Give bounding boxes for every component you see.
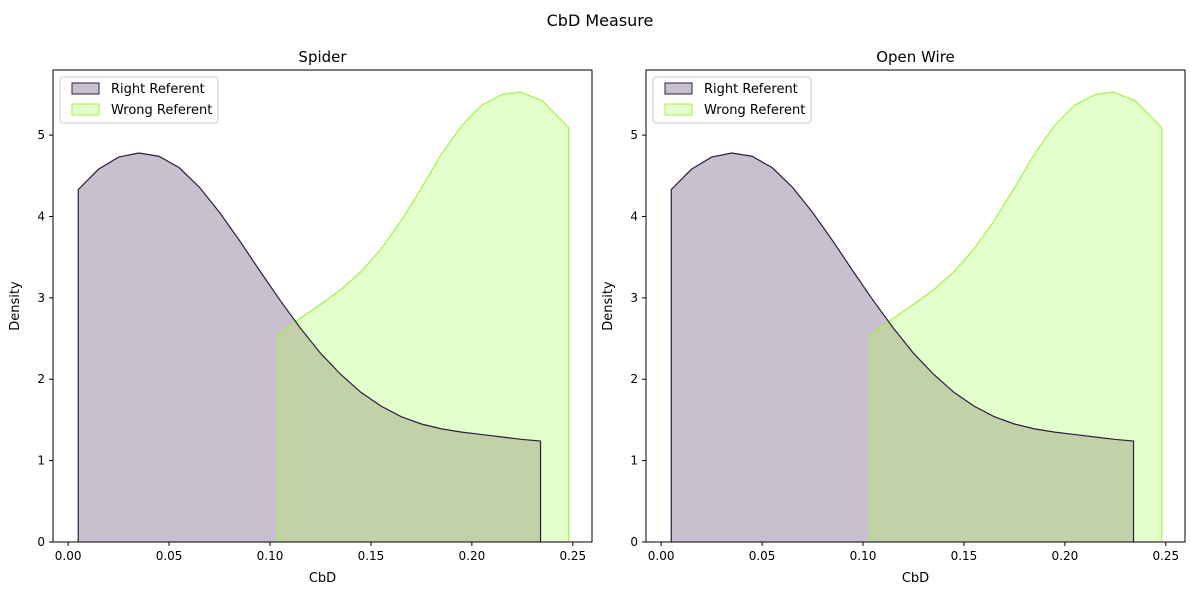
figure-suptitle: CbD Measure — [547, 11, 654, 30]
x-tick-label: 0.25 — [559, 549, 586, 563]
x-tick-label: 0.15 — [358, 549, 385, 563]
x-axis-label: CbD — [309, 571, 336, 586]
line-right-referent — [77, 152, 542, 542]
y-axis-label: Density — [601, 281, 616, 331]
subplot-title: Spider — [298, 48, 347, 66]
y-tick-label: 1 — [37, 454, 45, 468]
y-tick-label: 0 — [630, 535, 638, 549]
line-wrong-referent — [277, 91, 570, 542]
legend-wrong-referent: Wrong Referent — [704, 103, 805, 118]
x-tick-label: 0.10 — [257, 549, 284, 563]
y-tick-label: 2 — [630, 372, 638, 386]
subplot-spider: 0.00 0.05 0.10 0.15 0.20 0.25 0 1 2 3 4 5 Spider CbD D… — [8, 48, 593, 586]
subplot-open-wire: 0.00 0.05 0.10 0.15 0.20 0.25 0 1 2 3 4 5 Open Wire C… — [601, 48, 1186, 586]
subplot-title: Open Wire — [876, 48, 955, 66]
legend-swatch — [664, 82, 693, 95]
y-tick-label: 4 — [37, 209, 45, 223]
axes-frame — [52, 69, 593, 543]
line-right-referent — [670, 152, 1135, 542]
x-tick-label: 0.05 — [156, 549, 183, 563]
legend-right-referent: Right Referent — [704, 82, 798, 97]
area-overlap — [278, 321, 541, 542]
legend-swatch — [71, 82, 100, 95]
area-overlap — [871, 321, 1134, 542]
x-tick-label: 0.00 — [55, 549, 82, 563]
line-wrong-referent — [870, 91, 1163, 542]
y-axis-label: Density — [8, 281, 23, 331]
x-tick-label: 0.15 — [951, 549, 978, 563]
y-tick-label: 4 — [630, 209, 638, 223]
legend-swatch — [664, 103, 693, 116]
x-axis-label: CbD — [902, 571, 929, 586]
y-tick-label: 0 — [37, 535, 45, 549]
legend-right-referent: Right Referent — [111, 82, 205, 97]
y-tick-label: 1 — [630, 454, 638, 468]
x-tick-label: 0.10 — [850, 549, 877, 563]
x-tick-label: 0.00 — [648, 549, 675, 563]
y-tick-label: 3 — [630, 291, 638, 305]
y-tick-label: 2 — [37, 372, 45, 386]
x-tick-label: 0.05 — [749, 549, 776, 563]
axes-frame — [645, 69, 1186, 543]
y-tick-label: 5 — [630, 128, 638, 142]
legend-swatch — [71, 103, 100, 116]
x-tick-label: 0.20 — [459, 549, 486, 563]
y-tick-label: 5 — [37, 128, 45, 142]
x-tick-label: 0.20 — [1052, 549, 1079, 563]
legend-wrong-referent: Wrong Referent — [111, 103, 212, 118]
x-tick-label: 0.25 — [1152, 549, 1179, 563]
y-tick-label: 3 — [37, 291, 45, 305]
